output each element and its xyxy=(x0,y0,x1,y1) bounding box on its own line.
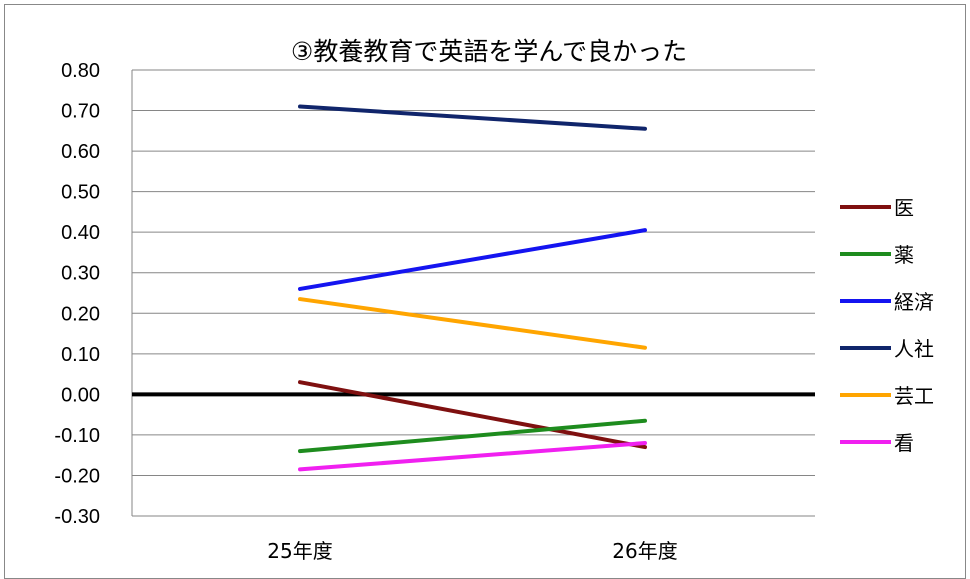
line-chart: 0.80 0.70 0.60 0.50 0.40 0.30 0.20 0.10 0.00 -0.1… xyxy=(54,37,934,563)
legend-label: 人社 xyxy=(894,337,934,361)
series-line-5 xyxy=(298,441,647,472)
y-tick-label: 0.30 xyxy=(61,263,100,285)
chart-frame xyxy=(4,4,966,579)
y-tick-label: 0.10 xyxy=(61,344,100,366)
y-tick-label: -0.10 xyxy=(54,425,100,447)
y-tick-label: 0.00 xyxy=(61,384,100,406)
gridlines xyxy=(131,69,815,517)
legend-label: 医 xyxy=(894,196,914,220)
y-axis-ticks: 0.80 0.70 0.60 0.50 0.40 0.30 0.20 0.10 0.00 -0.1… xyxy=(54,60,100,528)
y-tick-label: 0.40 xyxy=(61,222,100,244)
series-line-2 xyxy=(298,228,647,291)
x-category-label: 26年度 xyxy=(612,539,677,563)
y-tick-label: -0.30 xyxy=(54,506,100,528)
series-lines xyxy=(298,104,647,472)
x-category-label: 25年度 xyxy=(267,539,332,563)
chart-title: ③教養教育で英語を学んで良かった xyxy=(291,37,687,66)
y-tick-label: 0.80 xyxy=(61,60,100,82)
x-axis-categories: 25年度 26年度 xyxy=(267,539,677,563)
legend-label: 経済 xyxy=(894,290,934,314)
y-tick-label: 0.70 xyxy=(61,101,100,123)
y-tick-label: 0.60 xyxy=(61,141,100,163)
y-tick-label: 0.20 xyxy=(61,303,100,325)
series-line-1 xyxy=(298,418,647,454)
legend-label: 看 xyxy=(894,431,914,455)
legend-label: 芸工 xyxy=(894,384,934,408)
series-line-4 xyxy=(298,297,647,350)
y-tick-label: -0.20 xyxy=(54,465,100,487)
y-tick-label: 0.50 xyxy=(61,182,100,204)
series-line-0 xyxy=(298,380,647,450)
series-line-3 xyxy=(298,104,647,131)
legend-label: 薬 xyxy=(894,243,914,267)
